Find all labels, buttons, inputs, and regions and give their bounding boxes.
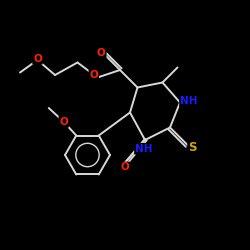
Text: O: O xyxy=(60,117,68,127)
Text: NH: NH xyxy=(135,144,152,154)
Text: NH: NH xyxy=(180,96,198,106)
Text: O: O xyxy=(33,54,42,64)
Text: O: O xyxy=(90,70,98,80)
Text: O: O xyxy=(120,162,130,172)
Text: S: S xyxy=(188,141,197,154)
Text: O: O xyxy=(97,48,106,58)
